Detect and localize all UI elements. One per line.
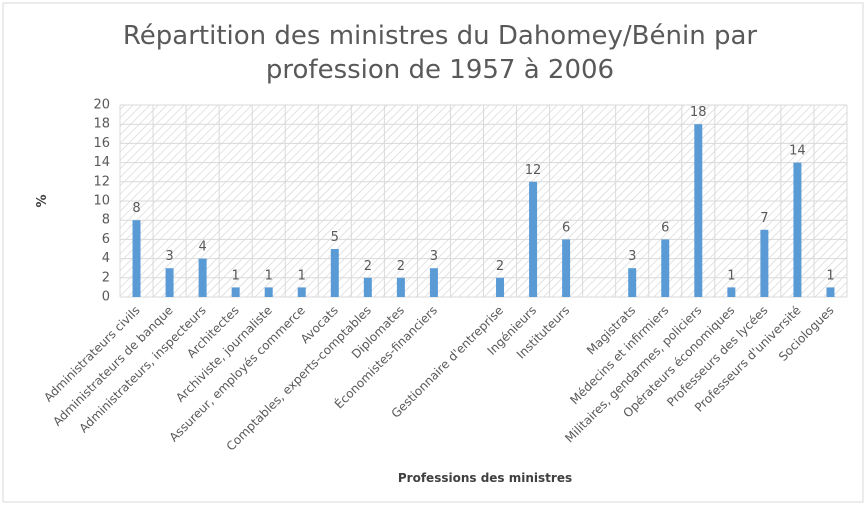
data-label: 1 xyxy=(826,268,834,283)
bar xyxy=(661,239,670,297)
data-label: 8 xyxy=(132,201,140,216)
y-tick-label: 12 xyxy=(93,174,110,189)
bar xyxy=(793,162,802,297)
data-label: 4 xyxy=(198,240,206,255)
bar xyxy=(727,287,736,297)
bar xyxy=(165,268,174,297)
data-label: 2 xyxy=(364,259,372,274)
data-label: 1 xyxy=(727,268,735,283)
data-label: 3 xyxy=(628,249,636,264)
data-label: 12 xyxy=(525,163,542,178)
bar xyxy=(132,220,141,297)
y-tick-label: 14 xyxy=(93,155,110,170)
data-label: 18 xyxy=(690,105,707,120)
data-label: 3 xyxy=(430,249,438,264)
chart-title: Répartition des ministres du Dahomey/Bén… xyxy=(123,21,758,51)
y-tick-label: 8 xyxy=(102,213,110,228)
bar xyxy=(429,268,438,297)
bar xyxy=(529,181,538,297)
x-axis-label: Professions des ministres xyxy=(398,471,572,485)
y-tick-label: 20 xyxy=(93,98,110,113)
bar xyxy=(760,229,769,297)
bar xyxy=(330,249,339,297)
bar xyxy=(496,277,505,297)
y-tick-label: 10 xyxy=(93,194,110,209)
data-label: 14 xyxy=(789,144,806,159)
data-label: 1 xyxy=(298,268,306,283)
y-tick-label: 16 xyxy=(93,136,110,151)
bar xyxy=(694,124,703,297)
y-axis-label: % xyxy=(35,194,50,207)
data-label: 6 xyxy=(562,220,570,235)
data-label: 1 xyxy=(232,268,240,283)
data-label: 3 xyxy=(165,249,173,264)
bar xyxy=(562,239,571,297)
y-tick-label: 4 xyxy=(102,251,110,266)
bar xyxy=(628,268,637,297)
y-tick-label: 6 xyxy=(102,232,110,247)
bar xyxy=(297,287,306,297)
chart-title: profession de 1957 à 2006 xyxy=(266,55,614,85)
data-label: 5 xyxy=(331,230,339,245)
bar xyxy=(198,258,207,297)
y-tick-label: 2 xyxy=(102,270,110,285)
bar xyxy=(264,287,273,297)
bar xyxy=(363,277,372,297)
data-label: 1 xyxy=(265,268,273,283)
bar xyxy=(396,277,405,297)
bar xyxy=(826,287,835,297)
data-label: 2 xyxy=(397,259,405,274)
data-label: 7 xyxy=(760,211,768,226)
bar xyxy=(231,287,240,297)
y-tick-label: 18 xyxy=(93,117,110,132)
data-label: 2 xyxy=(496,259,504,274)
y-tick-label: 0 xyxy=(102,290,110,305)
data-label: 6 xyxy=(661,220,669,235)
